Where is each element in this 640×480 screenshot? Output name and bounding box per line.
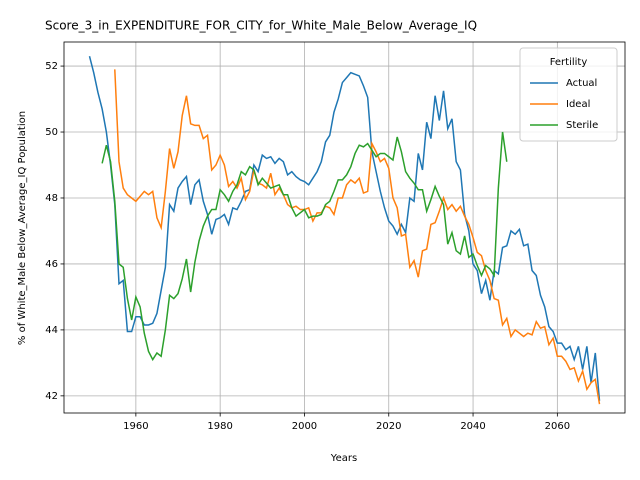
series-line: [114, 69, 601, 405]
legend-label: Sterile: [566, 120, 598, 131]
x-tick-label: 2000: [292, 421, 317, 432]
series-line: [88, 55, 601, 401]
y-tick-label: 42: [45, 391, 58, 402]
x-tick-label: 2040: [460, 421, 485, 432]
x-tick-label: 2060: [545, 421, 570, 432]
y-tick-label: 50: [45, 127, 58, 138]
y-axis-label: % of White_Male Below_Average_IQ Populat…: [17, 111, 28, 345]
x-axis-label: Years: [330, 453, 357, 464]
legend-label: Ideal: [566, 99, 590, 110]
x-tick-label: 1960: [123, 421, 148, 432]
chart-title: Score_3_in_EXPENDITURE_FOR_CITY_for_Whit…: [45, 19, 477, 33]
x-tick-label: 1980: [207, 421, 232, 432]
y-tick-label: 46: [45, 259, 58, 270]
legend-label: Actual: [566, 78, 597, 89]
legend-title: Fertility: [550, 57, 588, 68]
legend-box: [519, 47, 618, 142]
series-line: [101, 131, 508, 362]
plot-frame: [63, 41, 626, 414]
x-tick-label: 2020: [376, 421, 401, 432]
y-tick-label: 44: [45, 325, 58, 336]
y-tick-label: 48: [45, 193, 58, 204]
y-tick-label: 52: [45, 61, 58, 72]
